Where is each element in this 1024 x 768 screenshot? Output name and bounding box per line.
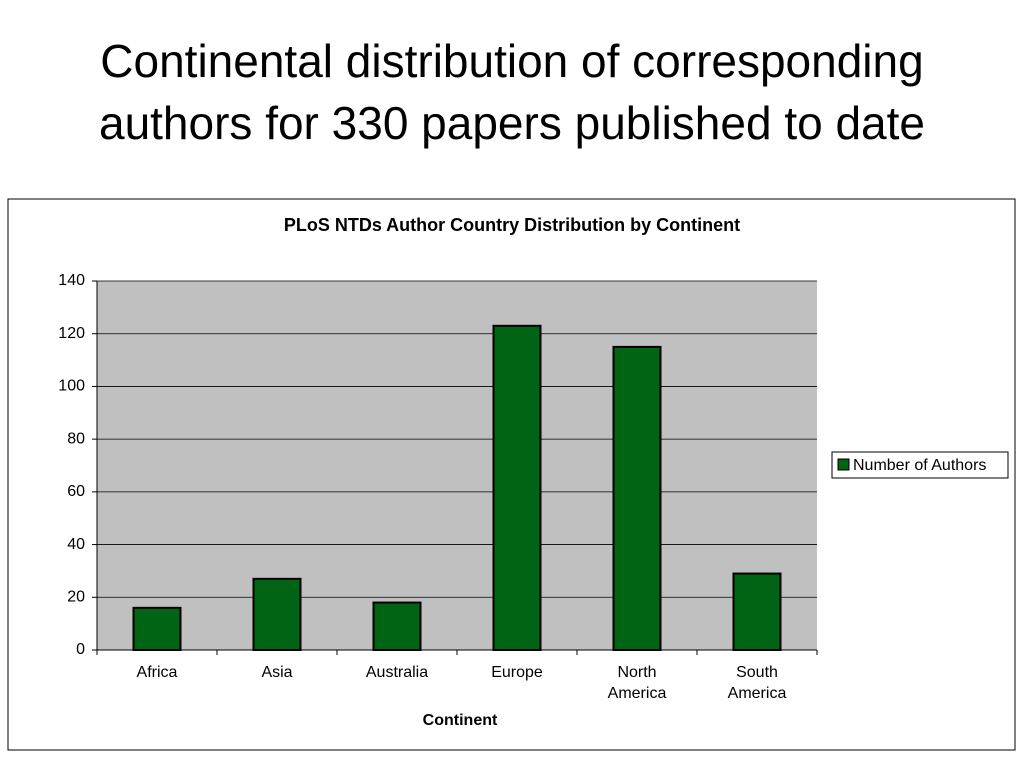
bar	[732, 572, 782, 651]
legend-label: Number of Authors	[853, 457, 986, 474]
y-tick-label: 0	[76, 641, 85, 658]
y-tick-label: 60	[67, 483, 85, 500]
x-tick-label: Africa	[137, 664, 178, 681]
bar	[612, 345, 662, 651]
y-tick-label: 140	[58, 272, 85, 289]
x-tick-label: Europe	[491, 664, 543, 681]
plot-area	[97, 281, 817, 650]
bar	[492, 324, 542, 651]
slide-title: Continental distribution of correspondin…	[98, 35, 926, 149]
x-tick-label: South America	[728, 664, 787, 702]
y-tick-label: 20	[67, 589, 85, 606]
bar	[252, 577, 302, 651]
y-tick-label: 120	[58, 325, 85, 342]
y-tick-label: 40	[67, 536, 85, 553]
x-axis-title: Continent	[423, 712, 498, 729]
bar	[372, 601, 422, 651]
chart-title: PLoS NTDs Author Country Distribution by…	[284, 215, 740, 235]
x-tick-label: Australia	[366, 664, 428, 681]
bar	[132, 606, 182, 651]
y-tick-label: 100	[58, 378, 85, 395]
legend-box	[831, 451, 1009, 479]
x-tick-label: North America	[608, 664, 667, 702]
x-tick-label: Asia	[261, 664, 292, 681]
legend-swatch	[837, 458, 850, 471]
y-tick-label: 80	[67, 430, 85, 447]
